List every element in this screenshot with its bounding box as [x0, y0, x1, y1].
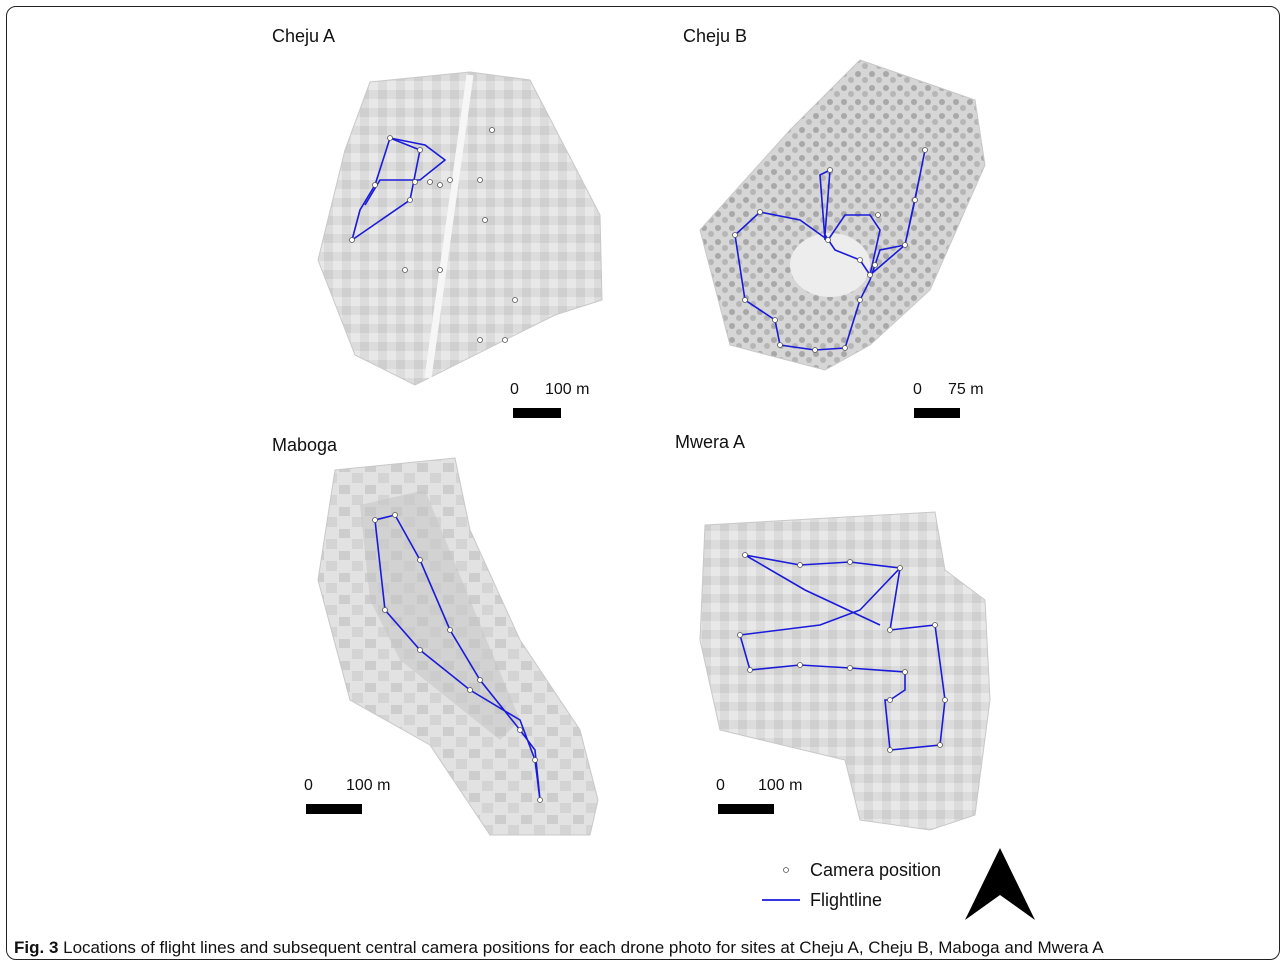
scale-label-maboga: 100 m — [346, 777, 391, 794]
panel-title-mwera-a: Mwera A — [675, 432, 746, 452]
scale-zero-maboga: 0 — [304, 777, 313, 794]
north-arrow-icon — [965, 848, 1035, 920]
maboga-flightline — [374, 514, 541, 801]
scale-label-cheju-a: 100 m — [545, 381, 590, 398]
caption-label: Fig. 3 — [14, 938, 59, 957]
maboga-map — [317, 457, 599, 836]
scale-bar-maboga — [306, 804, 362, 814]
panel-title-cheju-a: Cheju A — [272, 26, 336, 46]
legend-flightline-label: Flightline — [810, 890, 883, 910]
figure-caption: Fig. 3 Locations of flight lines and sub… — [14, 938, 1104, 958]
panel-title-cheju-b: Cheju B — [683, 26, 748, 46]
cheju-b-clearing — [790, 233, 870, 297]
scale-zero-cheju-a: 0 — [510, 381, 519, 398]
legend-camera-symbol — [783, 867, 789, 873]
scale-bar-cheju-a — [513, 408, 561, 418]
caption-text: Locations of flight lines and subsequent… — [58, 938, 1104, 957]
cheju-b-camera-positions — [732, 147, 928, 353]
figure-frame — [6, 6, 1280, 960]
cheju-a-imagery — [317, 71, 603, 386]
scale-zero-mwera-a: 0 — [716, 777, 725, 794]
scale-zero-cheju-b: 0 — [913, 381, 922, 398]
panel-title-maboga: Maboga — [272, 435, 338, 455]
scale-bar-cheju-b — [914, 408, 960, 418]
mwera-a-camera-positions — [737, 552, 948, 753]
mwera-a-imagery — [699, 511, 991, 831]
scale-label-mwera-a: 100 m — [758, 777, 803, 794]
cheju-b-map — [699, 59, 986, 371]
mwera-a-flightline-2 — [744, 554, 881, 626]
cheju-b-flightline-2 — [827, 214, 881, 276]
scale-bar-mwera-a — [718, 804, 774, 814]
scale-label-cheju-b: 75 m — [948, 381, 984, 398]
cheju-a-road — [424, 74, 474, 379]
mwera-a-flightline — [738, 554, 946, 751]
cheju-a-map — [317, 71, 603, 386]
cheju-a-camera-positions — [349, 127, 518, 343]
mwera-a-map — [699, 511, 991, 831]
maboga-camera-positions — [372, 512, 543, 803]
legend-camera-label: Camera position — [810, 860, 942, 880]
cheju-b-imagery — [699, 59, 986, 371]
cheju-b-flightline — [734, 149, 926, 351]
